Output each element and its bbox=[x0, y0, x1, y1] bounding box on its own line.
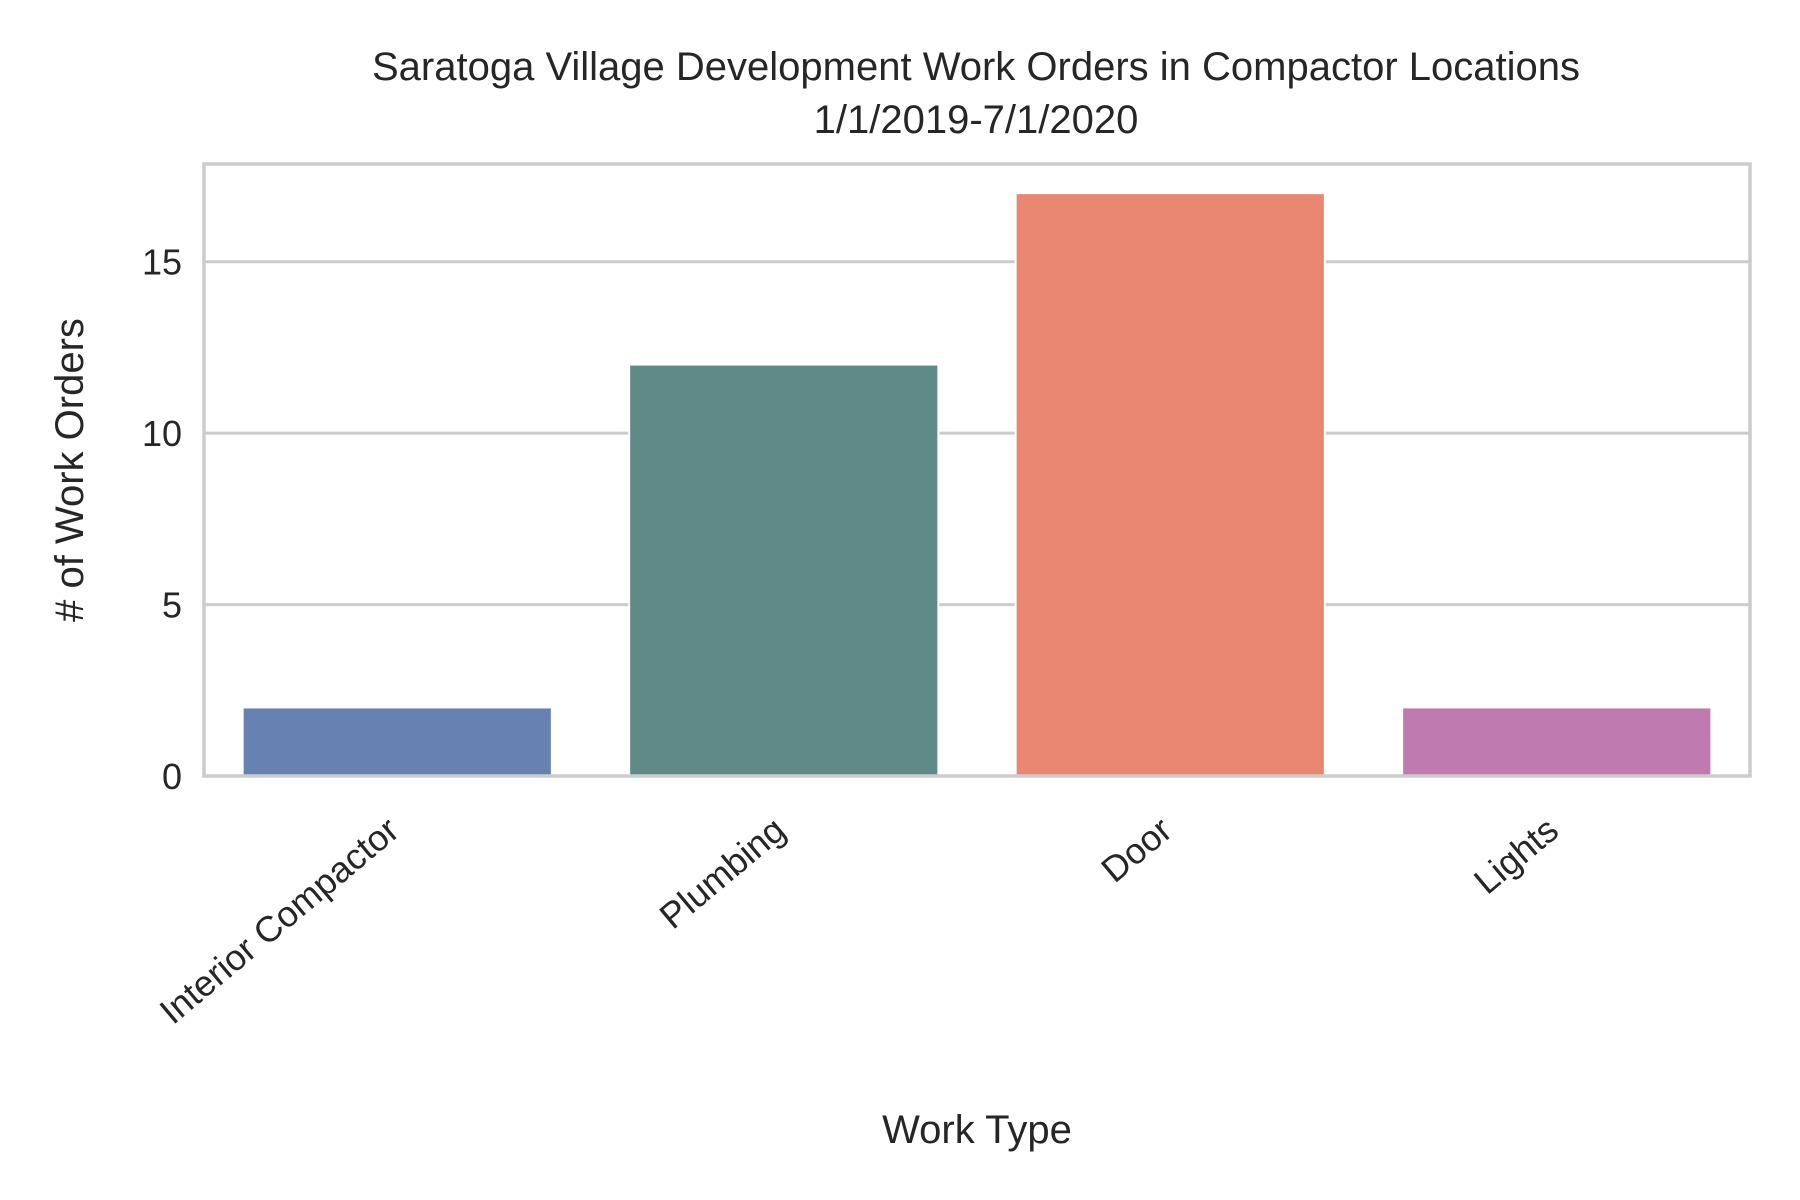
x-tick-label-3: Lights bbox=[1466, 809, 1566, 902]
y-tick-label-3: 15 bbox=[142, 242, 182, 283]
bar-0 bbox=[241, 706, 553, 778]
x-tick-labels: Interior Compactor Plumbing Door Lights bbox=[152, 809, 1566, 1032]
x-tick-label-2: Door bbox=[1093, 809, 1179, 891]
bar-2 bbox=[1014, 192, 1326, 777]
chart-subtitle: 1/1/2019-7/1/2020 bbox=[814, 98, 1139, 142]
bar-1 bbox=[628, 363, 940, 777]
bars bbox=[241, 192, 1713, 778]
bar-3 bbox=[1401, 706, 1713, 778]
plot-frame bbox=[202, 162, 1752, 778]
x-axis-label: Work Type bbox=[882, 1108, 1072, 1152]
y-tick-labels: 0 5 10 15 bbox=[142, 242, 182, 797]
chart-title: Saratoga Village Development Work Orders… bbox=[372, 45, 1580, 89]
y-gridlines bbox=[204, 260, 1750, 607]
x-tick-label-1: Plumbing bbox=[652, 809, 793, 937]
y-axis-label: # of Work Orders bbox=[48, 318, 92, 622]
y-tick-label-2: 10 bbox=[142, 413, 182, 454]
y-tick-label-0: 0 bbox=[162, 756, 182, 797]
x-tick-label-0: Interior Compactor bbox=[152, 809, 407, 1032]
y-tick-label-1: 5 bbox=[162, 585, 182, 626]
